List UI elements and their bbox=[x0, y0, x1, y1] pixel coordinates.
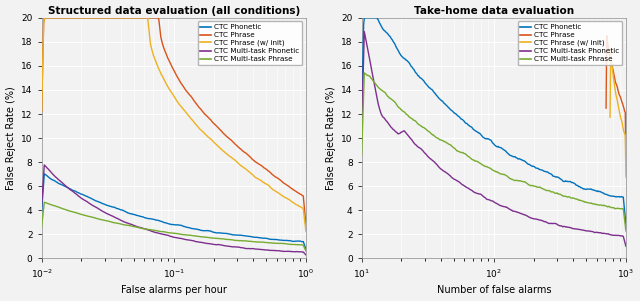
X-axis label: Number of false alarms: Number of false alarms bbox=[436, 285, 551, 296]
Title: Take-home data evaluation: Take-home data evaluation bbox=[413, 5, 574, 16]
Legend: CTC Phonetic, CTC Phrase, CTC Phrase (w/ init), CTC Multi-task Phonetic, CTC Mul: CTC Phonetic, CTC Phrase, CTC Phrase (w/… bbox=[198, 21, 302, 65]
Title: Structured data evaluation (all conditions): Structured data evaluation (all conditio… bbox=[47, 5, 300, 16]
Y-axis label: False Reject Rate (%): False Reject Rate (%) bbox=[6, 86, 15, 190]
Y-axis label: False Reject Rate (%): False Reject Rate (%) bbox=[326, 86, 335, 190]
Legend: CTC Phonetic, CTC Phrase, CTC Phrase (w/ init), CTC Multi-task Phonetic, CTC Mul: CTC Phonetic, CTC Phrase, CTC Phrase (w/… bbox=[518, 21, 622, 65]
X-axis label: False alarms per hour: False alarms per hour bbox=[121, 285, 227, 296]
